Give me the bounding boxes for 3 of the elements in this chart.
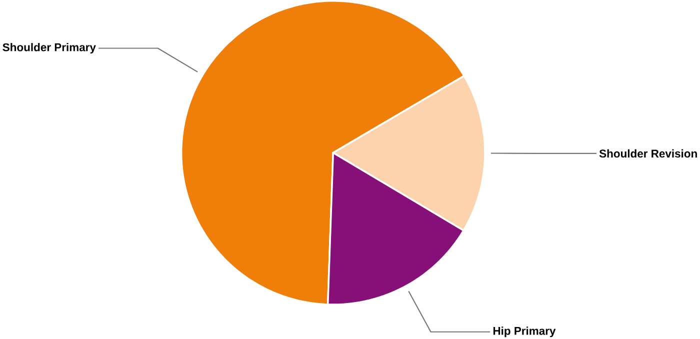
slice-label: Shoulder Primary bbox=[2, 42, 96, 54]
slice-label: Shoulder Revision bbox=[599, 149, 697, 158]
slice-label: Hip Primary bbox=[493, 326, 556, 337]
